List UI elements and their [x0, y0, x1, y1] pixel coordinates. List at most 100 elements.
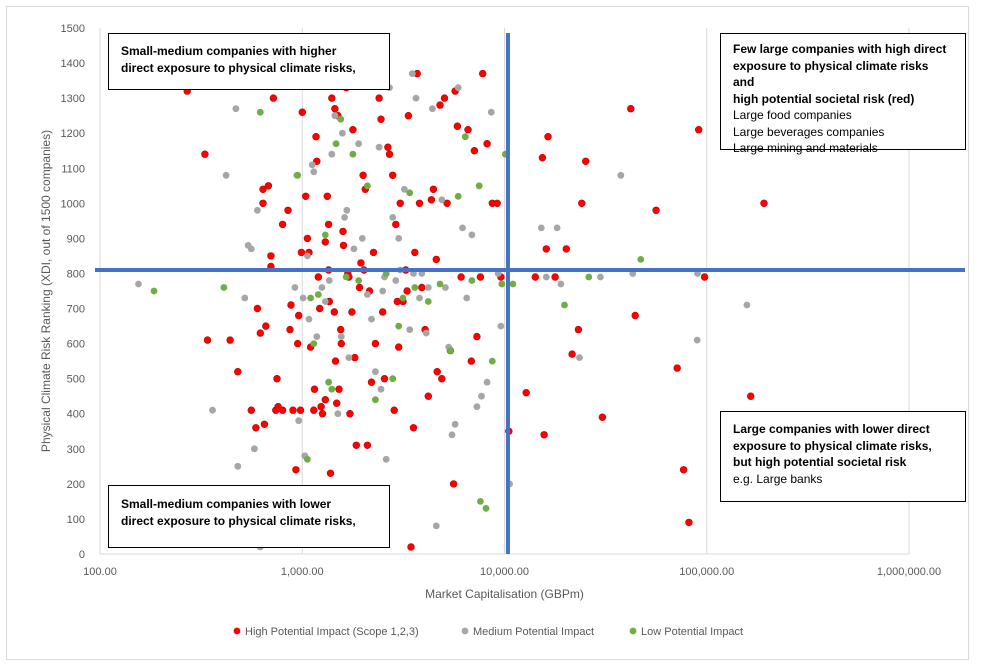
data-point [478, 392, 485, 400]
data-point [574, 325, 583, 334]
data-point [351, 353, 359, 362]
data-point [368, 315, 375, 323]
data-point [637, 256, 645, 263]
data-point [581, 157, 590, 166]
data-point [364, 291, 371, 298]
data-point [304, 252, 311, 260]
y-tick-label: 600 [67, 339, 85, 351]
x-tick-label: 10,000.00 [480, 566, 529, 578]
data-point [355, 283, 364, 292]
data-point [416, 294, 423, 302]
annotation-line: Few large companies with high direct [733, 42, 947, 56]
data-point [453, 122, 462, 130]
data-point [467, 357, 475, 365]
data-point [278, 220, 287, 229]
data-point [561, 301, 568, 309]
data-point [408, 70, 416, 77]
data-point [328, 150, 336, 158]
x-tick-label: 100.00 [83, 566, 117, 578]
data-point [291, 284, 299, 291]
annotation-line: direct exposure to physical climate risk… [121, 513, 356, 528]
data-point [252, 424, 260, 432]
data-point [389, 375, 397, 383]
data-point [342, 273, 350, 281]
y-tick-label: 100 [67, 514, 85, 526]
data-point [350, 245, 358, 253]
data-point [553, 224, 561, 232]
data-point [406, 189, 414, 197]
data-point [278, 406, 287, 414]
annotation-line: but high potential societal risk [733, 455, 907, 469]
y-tick-label: 200 [67, 479, 85, 491]
data-point [318, 410, 327, 418]
y-tick-label: 300 [67, 444, 85, 456]
data-point [385, 150, 394, 158]
data-point [334, 410, 342, 418]
data-point [395, 343, 403, 351]
data-point [454, 84, 462, 91]
data-point [399, 294, 407, 302]
data-point [326, 469, 335, 477]
x-tick-label: 100,000.00 [679, 566, 734, 578]
data-point [411, 248, 419, 257]
annotation-line: e.g. Large banks [733, 471, 823, 486]
data-point [345, 354, 353, 361]
data-point [422, 329, 430, 337]
data-point [542, 273, 550, 281]
legend-item: Medium Potential Impact [461, 626, 594, 638]
data-point [407, 543, 415, 551]
data-point [324, 220, 333, 229]
data-point [337, 115, 345, 123]
data-point [438, 196, 446, 204]
y-tick-label: 1300 [61, 93, 85, 105]
data-point [357, 259, 365, 267]
annotation-line: exposure to physical climate risks, [733, 438, 932, 453]
y-tick-label: 1400 [61, 58, 85, 70]
data-point [303, 234, 312, 243]
y-tick-label: 1200 [61, 128, 85, 140]
data-point [254, 206, 261, 214]
data-point [433, 368, 441, 376]
data-point [487, 108, 495, 116]
data-point [364, 182, 371, 190]
data-point [375, 143, 383, 151]
x-axis-ticks: 100.00 1,000.00 10,000.00 100,000.00 1,000,0… [83, 566, 941, 578]
data-point [253, 304, 262, 313]
data-point [297, 248, 306, 257]
data-point [562, 245, 570, 253]
annotation-top-left: Small-medium companies with higher direc… [108, 33, 390, 90]
data-point [432, 522, 440, 530]
data-point [241, 294, 249, 302]
annotation-line: Large beverages companies [733, 124, 885, 139]
legend-marker [461, 627, 469, 635]
data-point [260, 420, 269, 428]
annotation-top-right: Few large companies with high direct exp… [720, 33, 966, 155]
data-point [201, 150, 209, 158]
y-axis-ticks: 0 100 200 300 400 500 600 700 800 900 1000 1100 1200… [61, 23, 85, 561]
data-point [440, 94, 449, 102]
data-point [339, 129, 346, 137]
data-point [339, 241, 348, 250]
data-point [359, 171, 367, 180]
annotation-line: Small-medium companies with lower [121, 497, 332, 511]
y-tick-label: 700 [67, 304, 85, 316]
data-point [331, 112, 339, 120]
data-point [222, 171, 230, 179]
data-point [436, 101, 444, 109]
data-point [436, 280, 444, 288]
data-point [479, 69, 487, 78]
data-point [557, 280, 565, 288]
data-point [406, 326, 414, 333]
data-point [372, 368, 379, 376]
data-point [743, 301, 751, 309]
data-point [305, 315, 313, 323]
data-point [477, 498, 484, 505]
data-point [220, 284, 228, 291]
data-point [379, 287, 387, 295]
data-point [234, 368, 242, 376]
data-point [314, 273, 322, 281]
data-point [262, 322, 270, 330]
data-point [323, 192, 331, 201]
y-tick-label: 1000 [61, 198, 85, 210]
data-point [459, 224, 466, 232]
